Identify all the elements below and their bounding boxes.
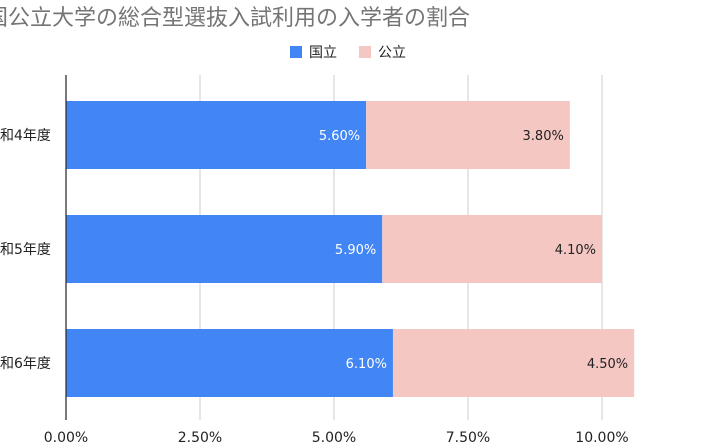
legend-label-kokuritsu: 国立 bbox=[309, 45, 337, 61]
legend-swatch-kokuritsu bbox=[290, 46, 302, 58]
bar-segment bbox=[66, 101, 367, 169]
bar-segment bbox=[366, 101, 570, 169]
data-label: 4.50% bbox=[587, 357, 628, 372]
category-label: 和4年度 bbox=[0, 128, 51, 144]
legend: 国立 公立 bbox=[290, 42, 428, 62]
bar-segment bbox=[382, 215, 602, 283]
x-tick-label: 5.00% bbox=[312, 430, 356, 445]
legend-item-kouritsu[interactable]: 公立 bbox=[359, 42, 406, 62]
category-label: 和6年度 bbox=[0, 356, 51, 372]
data-label: 5.60% bbox=[319, 129, 360, 144]
category-label: 和5年度 bbox=[0, 242, 51, 258]
data-label: 3.80% bbox=[523, 129, 564, 144]
x-tick-label: 10.00% bbox=[575, 430, 628, 445]
bar-segment bbox=[66, 329, 393, 397]
data-label: 5.90% bbox=[335, 243, 376, 258]
legend-label-kouritsu: 公立 bbox=[378, 45, 406, 61]
bar-segment bbox=[392, 329, 635, 397]
x-tick-label: 7.50% bbox=[446, 430, 490, 445]
x-tick-label: 0.00% bbox=[44, 430, 88, 445]
x-tick-label: 2.50% bbox=[178, 430, 222, 445]
bar-segment bbox=[66, 215, 383, 283]
legend-item-kokuritsu[interactable]: 国立 bbox=[290, 42, 337, 62]
chart-title: 国公立大学の総合型選抜入試利用の入学者の割合 bbox=[0, 6, 471, 31]
data-label: 6.10% bbox=[346, 357, 387, 372]
data-label: 4.10% bbox=[555, 243, 596, 258]
legend-swatch-kouritsu bbox=[359, 46, 371, 58]
